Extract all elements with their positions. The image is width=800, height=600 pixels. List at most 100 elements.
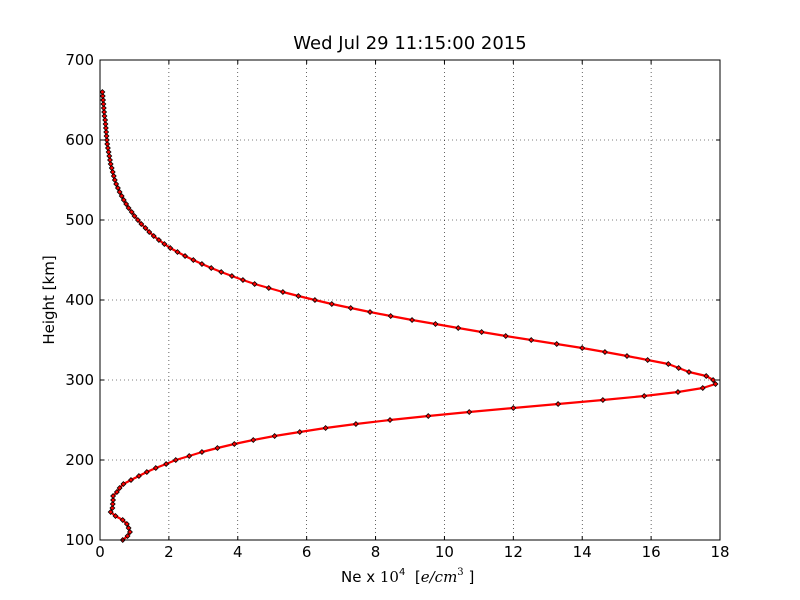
data-point-marker xyxy=(675,365,682,371)
data-point-marker xyxy=(106,153,113,159)
data-point-marker xyxy=(228,273,235,279)
data-point-marker xyxy=(455,325,462,331)
y-tick-label: 600 xyxy=(65,131,94,149)
x-tick-label: 0 xyxy=(95,543,105,561)
data-point-marker xyxy=(198,261,205,267)
data-point-marker xyxy=(155,237,162,243)
data-point-marker xyxy=(108,165,115,171)
data-point-marker xyxy=(601,349,608,355)
data-point-marker xyxy=(644,357,651,363)
data-point-marker xyxy=(279,289,286,295)
x-tick-label: 16 xyxy=(642,543,661,561)
y-tick-label: 500 xyxy=(65,211,94,229)
data-point-marker xyxy=(102,121,109,127)
data-point-marker xyxy=(186,453,193,459)
x-label-units-exp: 3 xyxy=(457,567,463,578)
data-point-marker xyxy=(478,329,485,335)
data-point-marker xyxy=(123,521,130,527)
data-point-marker xyxy=(712,381,719,387)
x-label-units-open: [ xyxy=(405,568,420,586)
data-point-marker xyxy=(466,409,473,415)
data-point-marker xyxy=(116,485,123,491)
data-point-marker xyxy=(347,305,354,311)
data-point-marker xyxy=(699,385,706,391)
data-point-marker xyxy=(125,205,132,211)
data-point-marker xyxy=(116,189,123,195)
data-point-marker xyxy=(100,105,107,111)
data-point-marker xyxy=(510,405,517,411)
data-point-marker xyxy=(218,269,225,275)
data-point-marker xyxy=(99,93,106,99)
data-point-marker xyxy=(432,321,439,327)
data-point-marker xyxy=(107,509,114,515)
data-point-marker xyxy=(295,293,302,299)
x-tick-label: 2 xyxy=(164,543,174,561)
data-point-marker xyxy=(101,109,108,115)
data-point-marker xyxy=(387,313,394,319)
data-point-marker xyxy=(103,129,110,135)
data-point-marker xyxy=(119,517,126,523)
data-point-marker xyxy=(703,373,710,379)
plot-series xyxy=(99,89,719,543)
data-point-marker xyxy=(110,173,117,179)
data-point-marker xyxy=(150,233,157,239)
data-point-marker xyxy=(367,309,374,315)
data-point-marker xyxy=(328,301,335,307)
data-point-marker xyxy=(528,337,535,343)
data-point-marker xyxy=(102,125,109,131)
data-point-marker xyxy=(579,345,586,351)
data-point-marker xyxy=(131,213,138,219)
data-point-marker xyxy=(624,353,630,359)
data-point-marker xyxy=(146,229,153,235)
x-tick-label: 14 xyxy=(573,543,592,561)
data-point-marker xyxy=(641,393,648,399)
chart-title: Wed Jul 29 11:15:00 2015 xyxy=(293,33,526,54)
data-point-marker xyxy=(110,497,117,503)
data-point-marker xyxy=(352,421,359,427)
data-point-marker xyxy=(104,145,111,151)
data-point-marker xyxy=(107,161,114,167)
data-point-marker xyxy=(100,97,107,103)
data-point-marker xyxy=(555,401,562,407)
x-tick-label: 12 xyxy=(504,543,523,561)
data-point-marker xyxy=(387,417,393,423)
data-point-marker xyxy=(100,101,107,107)
data-point-marker xyxy=(109,505,116,511)
data-point-marker xyxy=(553,341,560,347)
data-point-marker xyxy=(425,413,432,419)
ticks xyxy=(99,59,721,541)
data-point-marker xyxy=(109,169,116,175)
data-point-marker xyxy=(127,529,133,535)
x-label-prefix: Ne x xyxy=(341,568,380,586)
data-point-marker xyxy=(128,209,135,215)
x-axis-label: Ne x 104 [e/cm3 ] xyxy=(341,567,474,586)
data-point-marker xyxy=(675,389,681,395)
data-point-marker xyxy=(198,449,205,455)
data-point-marker xyxy=(118,193,125,199)
data-point-marker xyxy=(686,369,692,375)
data-point-marker xyxy=(271,433,278,439)
data-point-marker xyxy=(239,277,246,283)
x-tick-label: 10 xyxy=(435,543,454,561)
data-point-marker xyxy=(250,437,257,443)
data-point-marker xyxy=(172,457,179,463)
data-point-marker xyxy=(710,377,717,383)
data-point-marker xyxy=(123,201,130,207)
y-tick-label: 300 xyxy=(65,371,94,389)
x-tick-label: 8 xyxy=(371,543,381,561)
data-point-marker xyxy=(214,445,221,451)
data-point-marker xyxy=(134,217,141,223)
data-point-marker xyxy=(138,221,145,227)
data-point-marker xyxy=(104,141,111,147)
data-point-marker xyxy=(409,317,416,323)
data-point-marker xyxy=(143,469,150,475)
data-point-marker xyxy=(103,133,110,139)
x-label-units: e/cm xyxy=(421,568,458,586)
data-point-marker xyxy=(665,361,672,367)
data-point-marker xyxy=(125,525,132,531)
x-label-base: 10 xyxy=(380,568,399,586)
y-tick-label: 400 xyxy=(65,291,94,309)
x-label-exp: 4 xyxy=(399,567,405,578)
data-point-marker xyxy=(311,297,318,303)
